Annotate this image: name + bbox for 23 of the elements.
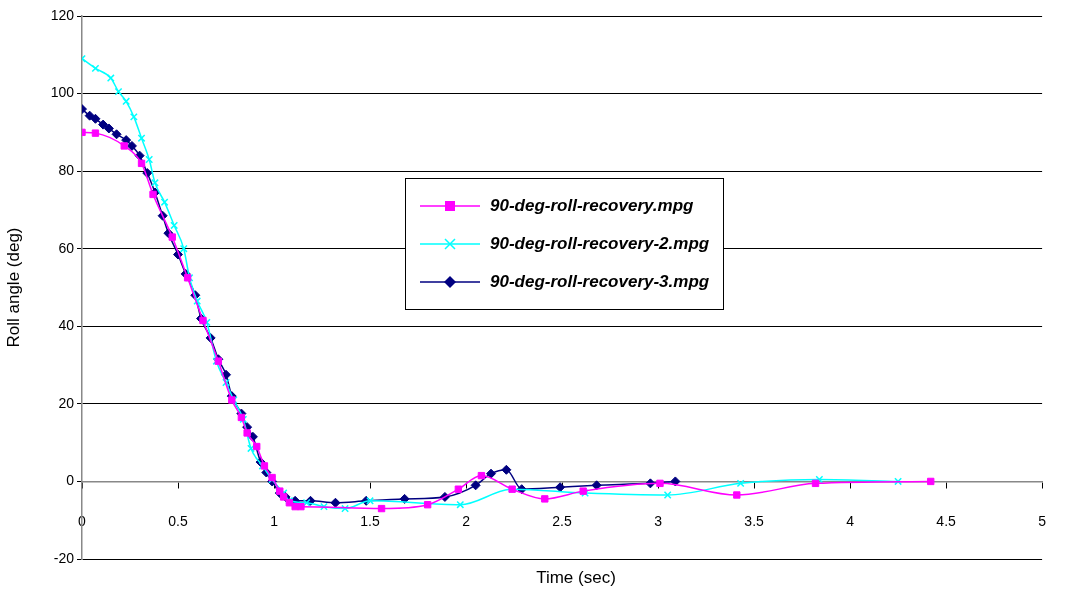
y-tick-label: 40 [58, 317, 75, 334]
y-tick-label: 0 [66, 472, 75, 489]
y-tick-label: 60 [58, 239, 75, 256]
x-tick-label: 4 [846, 512, 855, 529]
legend-label: 90-deg-roll-recovery.mpg [490, 196, 694, 216]
legend-label: 90-deg-roll-recovery-2.mpg [490, 234, 710, 254]
y-tick-label: -20 [53, 549, 75, 566]
x-tick-label: 2.5 [552, 512, 572, 529]
y-tick-label: 100 [50, 84, 75, 101]
y-tick-label: 80 [58, 162, 75, 178]
x-tick-label: 0.5 [168, 512, 188, 529]
x-tick-label: 5 [1038, 512, 1047, 529]
x-axis-title: Time (sec) [535, 568, 617, 588]
x-tick-label: 1 [270, 512, 279, 529]
x-tick-label: 4.5 [936, 512, 957, 529]
y-tick-label: 120 [50, 6, 75, 23]
y-axis-title: Roll angle (deg) [3, 227, 23, 348]
x-tick-label: 2 [462, 512, 471, 529]
legend-label: 90-deg-roll-recovery-3.mpg [490, 272, 710, 292]
x-tick-label: 1.5 [360, 512, 380, 529]
y-tick-label: 20 [58, 394, 75, 411]
x-tick-label: 3.5 [744, 512, 765, 529]
x-tick-label: 3 [654, 512, 663, 529]
